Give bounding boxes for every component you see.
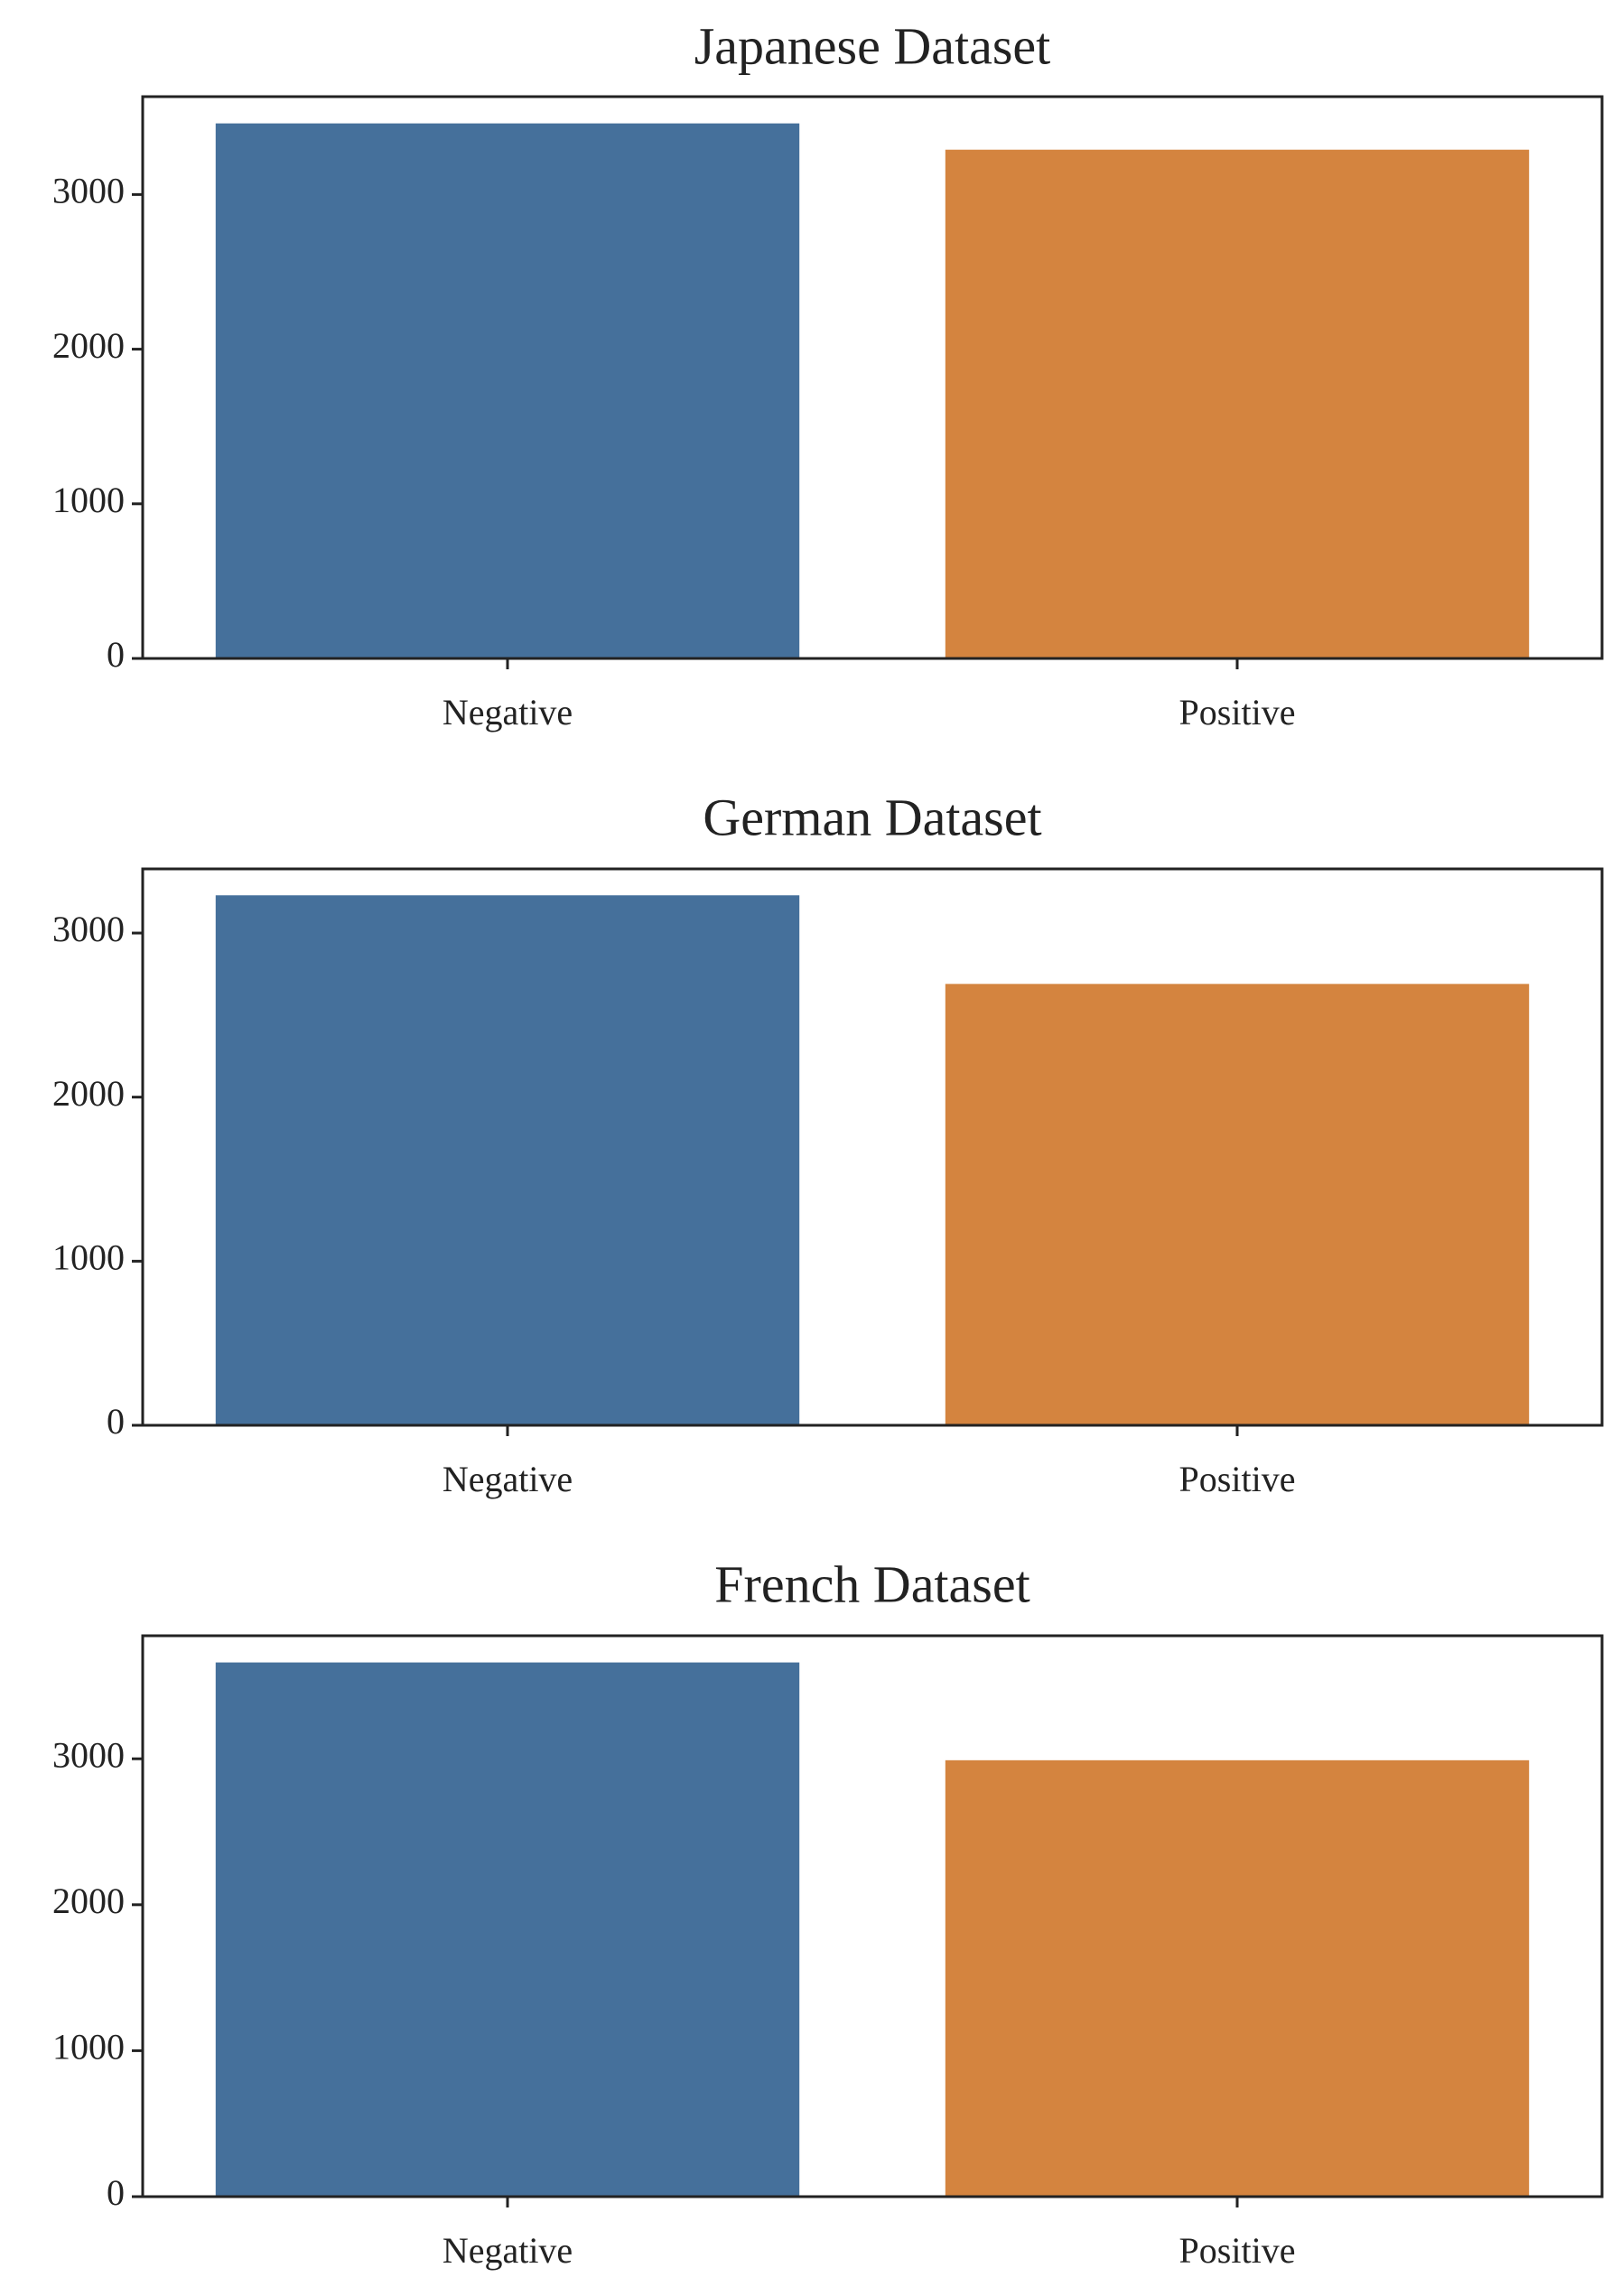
x-tick-label: Negative: [443, 2230, 573, 2271]
bar: [945, 1759, 1530, 2197]
plot-frame: [141, 95, 1604, 660]
y-tick-label: 1000: [52, 2027, 125, 2067]
y-tick-label: 1000: [52, 1237, 125, 1278]
plot-frame: [141, 867, 1604, 1427]
x-tick-label: Negative: [443, 692, 573, 733]
bar: [945, 984, 1530, 1425]
y-tick-label: 3000: [52, 1734, 125, 1775]
y-tick-label: 3000: [52, 909, 125, 949]
y-tick-label: 3000: [52, 171, 125, 211]
chart-title: German Dataset: [703, 788, 1041, 846]
y-tick-label: 1000: [52, 480, 125, 520]
y-tick-label: 2000: [52, 325, 125, 366]
x-tick-label: Negative: [443, 1459, 573, 1499]
bar: [215, 1662, 800, 2197]
y-tick-label: 2000: [52, 1073, 125, 1114]
bar: [945, 149, 1530, 658]
x-tick-label: Positive: [1179, 1459, 1296, 1499]
bar: [215, 895, 800, 1425]
bar: [215, 123, 800, 659]
y-tick-label: 0: [107, 2172, 125, 2213]
x-tick-label: Positive: [1179, 2230, 1296, 2271]
y-tick-label: 0: [107, 1401, 125, 1442]
chart-title: Japanese Dataset: [694, 16, 1051, 75]
plot-frame: [141, 1634, 1604, 2198]
y-tick-label: 0: [107, 634, 125, 675]
y-tick-label: 2000: [52, 1881, 125, 1921]
chart-title: French Dataset: [714, 1554, 1029, 1613]
x-tick-label: Positive: [1179, 692, 1296, 733]
